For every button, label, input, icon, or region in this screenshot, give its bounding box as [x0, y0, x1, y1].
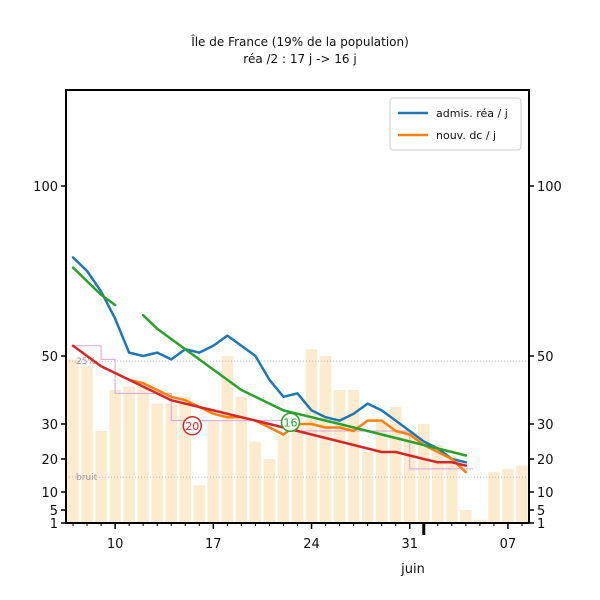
y-tick-label-left-2: 10: [41, 486, 58, 501]
bar-29: [474, 519, 486, 523]
x-tick-label-1: 17: [205, 537, 222, 552]
bars-layer: [67, 349, 528, 523]
y-tick-label-left-3: 20: [41, 453, 58, 468]
reference-label-0: 25%: [76, 357, 96, 367]
series-line-4: [71, 344, 468, 467]
x-tick-label-0: 10: [107, 537, 124, 552]
legend-label-1: nouv. dc / j: [436, 129, 496, 142]
bar-14: [263, 459, 276, 523]
bar-27: [446, 455, 458, 523]
bar-20: [347, 390, 360, 523]
chart-title: Île de France (19% de la population): [190, 34, 409, 49]
bar-32: [516, 465, 528, 523]
y-tick-label-left-6: 100: [33, 180, 58, 195]
y-tick-label-right-6: 100: [537, 180, 562, 195]
marker-circle-0: [280, 412, 301, 433]
series-line-0: [71, 256, 468, 464]
bar-17: [305, 349, 318, 523]
bar-12: [235, 396, 248, 523]
y-tick-label-right-3: 20: [537, 453, 554, 468]
bar-28: [460, 510, 472, 523]
y-tick-label-left-5: 50: [41, 350, 58, 365]
bar-25: [418, 424, 430, 523]
bar-7: [165, 403, 177, 523]
marker-label-1: 20: [185, 420, 199, 433]
bar-30: [488, 472, 500, 523]
legend-label-0: admis. réa / j: [436, 107, 508, 120]
bar-24: [403, 431, 416, 523]
bar-8: [179, 396, 192, 523]
bar-10: [207, 420, 220, 523]
bar-11: [221, 356, 234, 523]
bar-3: [109, 390, 121, 523]
bar-9: [193, 485, 206, 523]
bar-0: [67, 359, 79, 523]
bar-19: [333, 390, 346, 523]
marker-label-0: 16: [283, 416, 297, 429]
y-tick-label-right-2: 10: [537, 486, 554, 501]
y-tick-label-right-0: 1: [537, 517, 545, 532]
legend-box: [389, 97, 522, 151]
bar-15: [277, 434, 290, 523]
bar-18: [319, 356, 332, 523]
envelope-path: [73, 345, 473, 470]
reference-lines: 25% bruit: [66, 357, 529, 483]
chart-subtitle: réa /2 : 17 j -> 16 j: [243, 52, 356, 66]
x-tick-label-2: 24: [303, 537, 320, 552]
bar-2: [95, 431, 107, 523]
y-tick-label-right-4: 30: [537, 418, 554, 433]
bar-26: [432, 445, 444, 523]
y-tick-label-left-1: 5: [50, 504, 58, 519]
month-label: juin: [400, 562, 425, 577]
y-tick-label-right-1: 5: [537, 504, 545, 519]
bar-5: [137, 386, 149, 523]
bar-22: [375, 420, 388, 523]
x-tick-label-4: 07: [500, 537, 517, 552]
y-tick-label-right-5: 50: [537, 350, 554, 365]
series-line-2: [71, 266, 117, 307]
bar-31: [502, 468, 514, 523]
bar-23: [389, 407, 402, 523]
y-tick-label-left-4: 30: [41, 418, 58, 433]
envelope-lines: [73, 345, 473, 470]
legend: admis. réa / j nouv. dc / j: [389, 97, 522, 151]
reference-label-1: bruit: [76, 473, 98, 483]
series-line-3: [141, 313, 468, 457]
bar-6: [151, 403, 163, 523]
marker-circle-1: [182, 416, 203, 436]
bar-4: [123, 386, 135, 523]
y-tick-label-left-0: 1: [50, 517, 58, 532]
bar-1: [81, 366, 93, 523]
bar-16: [291, 424, 304, 523]
x-tick-label-3: 31: [401, 537, 418, 552]
bar-21: [361, 452, 374, 523]
bar-13: [249, 441, 262, 523]
